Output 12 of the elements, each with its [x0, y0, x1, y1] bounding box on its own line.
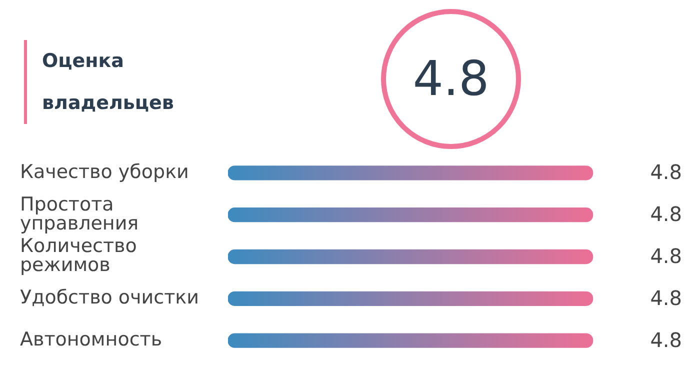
chart-title: Оценка владельцев: [24, 40, 242, 124]
data-label: 4.8: [650, 286, 682, 310]
text: 4.8: [381, 9, 521, 149]
data-label: 4.8: [650, 160, 682, 184]
data-label: 4.8: [650, 202, 682, 226]
y-tick-label: Автономность: [20, 328, 162, 350]
y-tick-label: Качество уборки: [20, 160, 189, 183]
y-tick-label: Количество режимов: [20, 235, 137, 276]
y-tick-label: Удобство очистки: [20, 286, 199, 309]
data-label: 4.8: [650, 244, 682, 268]
data-label: 4.8: [650, 328, 682, 352]
y-tick-label: Простота управления: [20, 193, 139, 234]
